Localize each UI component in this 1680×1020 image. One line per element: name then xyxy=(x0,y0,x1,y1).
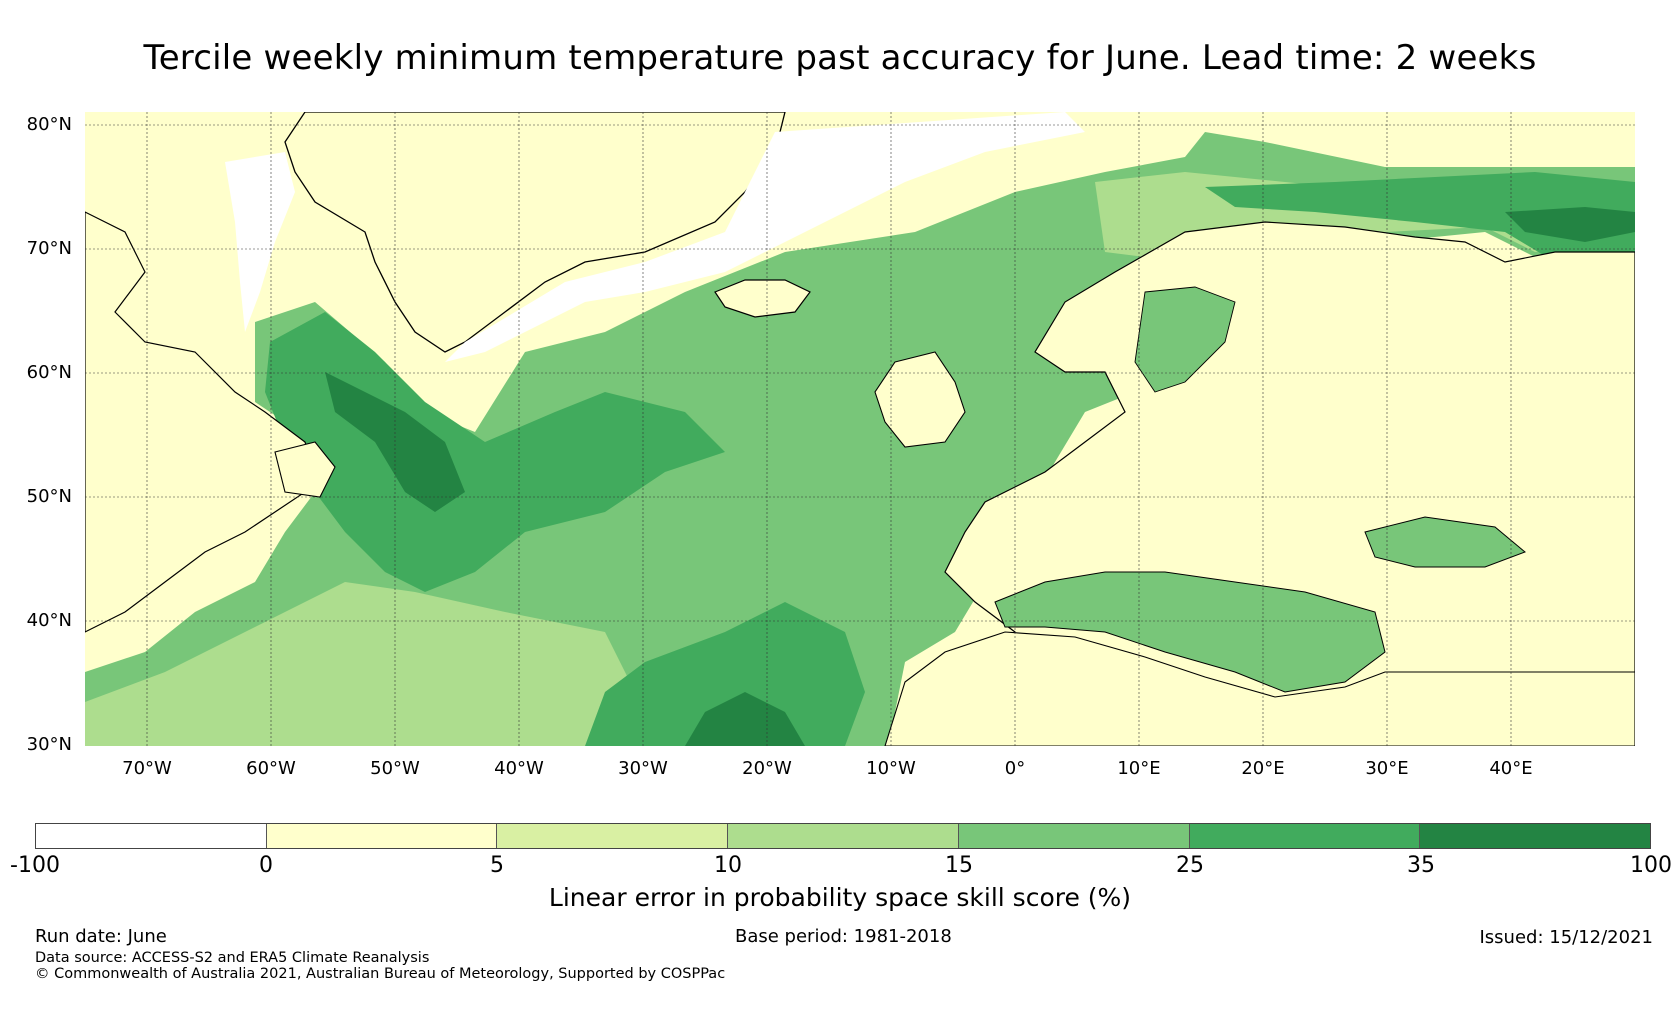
skill-score-map xyxy=(85,112,1635,746)
run-date: Run date: June xyxy=(35,926,167,947)
british-isles xyxy=(874,351,966,448)
norwegian-sea-high-skill xyxy=(1205,172,1635,262)
colorbar-tick-0: 0 xyxy=(259,853,273,878)
lon-label-20w: 20°W xyxy=(742,758,792,779)
lat-label-60n: 60°N xyxy=(26,362,72,383)
light-green-band xyxy=(85,582,645,746)
newfoundland xyxy=(274,441,336,498)
lon-label-30w: 30°W xyxy=(618,758,668,779)
baffin-white xyxy=(225,152,295,332)
colorbar-tick-25: 25 xyxy=(1176,853,1204,878)
colorbar-segment-2 xyxy=(266,824,498,848)
colorbar-tick-100: 100 xyxy=(1630,853,1672,878)
subtropical-high-skill xyxy=(585,602,865,746)
north-africa xyxy=(884,631,1635,746)
lon-label-40w: 40°W xyxy=(494,758,544,779)
lon-label-10w: 10°W xyxy=(866,758,916,779)
lat-label-50n: 50°N xyxy=(26,486,72,507)
colorbar-segment-3 xyxy=(497,824,729,848)
colorbar-tick-neg100: -100 xyxy=(10,853,60,878)
subtropical-top-skill xyxy=(685,692,805,746)
mediterranean-sea xyxy=(994,571,1386,693)
lat-label-30n: 30°N xyxy=(26,734,72,755)
copyright: © Commonwealth of Australia 2021, Austra… xyxy=(35,966,726,982)
black-sea xyxy=(1364,516,1526,568)
base-period: Base period: 1981-2018 xyxy=(735,926,952,947)
barents-top-skill xyxy=(1505,207,1635,242)
atlantic-ocean-area xyxy=(85,132,1635,746)
colorbar-tick-10: 10 xyxy=(714,853,742,878)
baltic-sea xyxy=(1134,286,1236,393)
colorbar-segment-6 xyxy=(1189,824,1421,848)
lon-label-60w: 60°W xyxy=(246,758,296,779)
map-title: Tercile weekly minimum temperature past … xyxy=(143,38,1537,78)
lon-label-40e: 40°E xyxy=(1489,758,1533,779)
colorbar-segment-1 xyxy=(36,824,267,848)
lon-label-10e: 10°E xyxy=(1117,758,1161,779)
lat-label-80n: 80°N xyxy=(26,114,72,135)
lon-label-20e: 20°E xyxy=(1241,758,1285,779)
greenland-ice-white xyxy=(445,112,1085,362)
colorbar-label: Linear error in probability space skill … xyxy=(548,883,1132,912)
labrador-sea-high-skill xyxy=(265,312,725,592)
colorbar-segment-7 xyxy=(1420,824,1651,848)
colorbar-segment-5 xyxy=(958,824,1190,848)
colorbar-segment-4 xyxy=(728,824,959,848)
issued-date: Issued: 15/12/2021 xyxy=(1479,927,1653,948)
lon-label-50w: 50°W xyxy=(370,758,420,779)
colorbar-tick-5: 5 xyxy=(490,853,504,878)
data-source: Data source: ACCESS-S2 and ERA5 Climate … xyxy=(35,950,430,966)
colorbar-tick-35: 35 xyxy=(1407,853,1435,878)
lon-label-30e: 30°E xyxy=(1365,758,1409,779)
lon-label-0: 0° xyxy=(1004,758,1026,779)
lat-label-70n: 70°N xyxy=(26,238,72,259)
lat-label-40n: 40°N xyxy=(26,610,72,631)
graticule xyxy=(85,112,1635,746)
lon-label-70w: 70°W xyxy=(122,758,172,779)
colorbar xyxy=(35,823,1651,849)
colorbar-tick-15: 15 xyxy=(945,853,973,878)
iceland xyxy=(714,279,811,318)
